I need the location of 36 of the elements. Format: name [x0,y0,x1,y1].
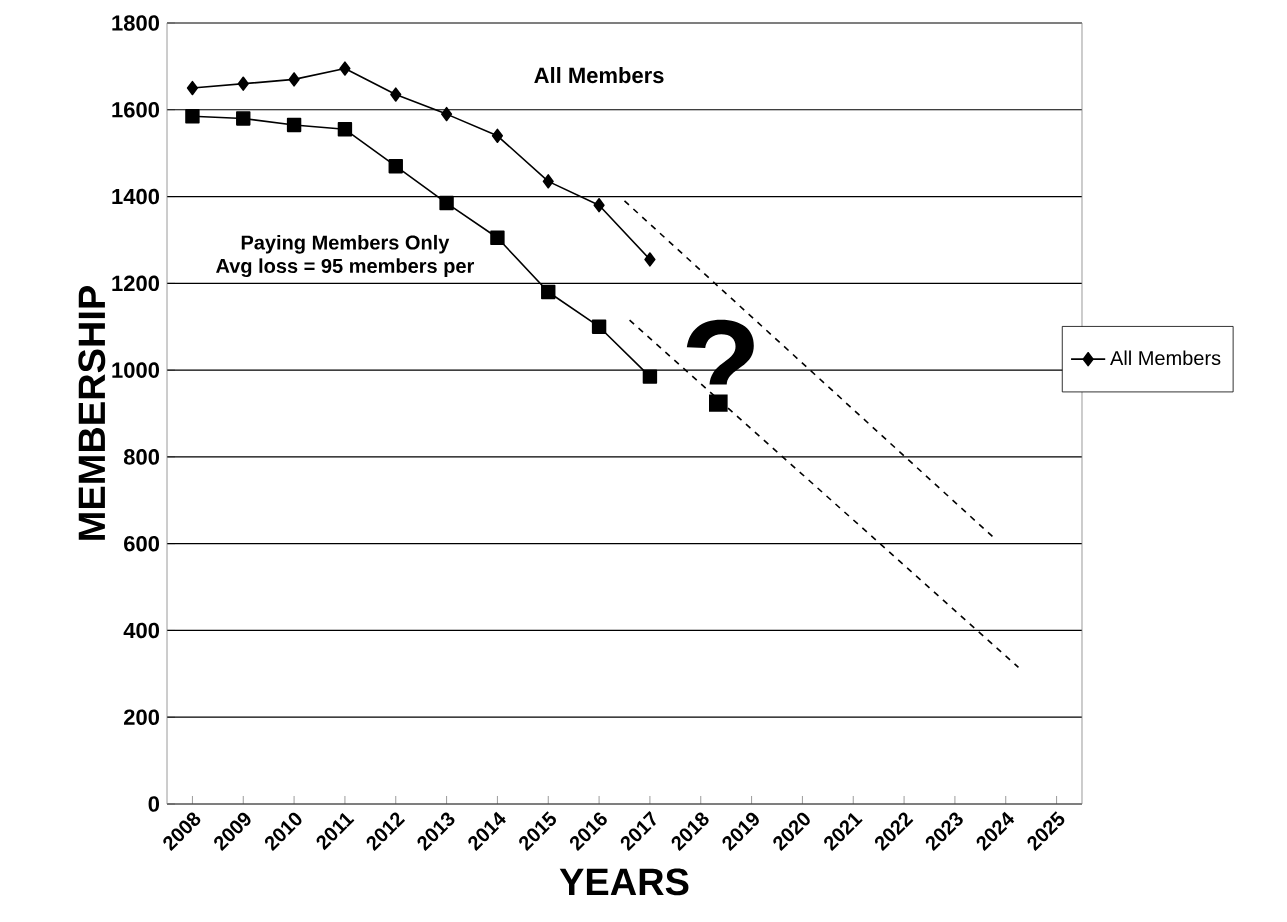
point [286,117,302,133]
legend-label: All Members [1110,350,1221,366]
point [440,106,453,122]
y-tick-label: 600 [124,535,160,552]
point [186,80,199,96]
point [644,252,656,267]
y-tick-label: 1000 [112,362,160,378]
point [642,369,658,384]
y-tick-label: 1600 [112,102,160,118]
y-tick-label: 800 [123,449,160,465]
point [390,87,402,102]
point [288,72,300,87]
y-tick-label: 0 [148,796,160,812]
annotation: Paying Members Only [241,234,450,254]
point [237,76,249,91]
point [337,122,353,137]
point [542,174,554,189]
point [236,111,251,126]
point [591,319,607,334]
annotation: Avg loss = 95 members per [216,258,475,278]
point [439,195,454,211]
point [541,284,556,300]
point [388,158,403,174]
point [339,61,351,76]
y-tick-label: 1200 [112,275,160,292]
point [490,230,505,245]
y-tick-label: 400 [123,622,160,639]
point [593,198,605,213]
x-axis-title: YEARS [559,868,689,896]
y-tick-label: 1800 [112,15,160,31]
y-tick-label: 1400 [112,188,160,205]
point [491,128,504,144]
y-axis-title: MEMBERSHIP [78,286,106,540]
y-tick-label: 200 [123,709,160,725]
point [185,109,200,124]
annotation: All Members [534,66,664,84]
